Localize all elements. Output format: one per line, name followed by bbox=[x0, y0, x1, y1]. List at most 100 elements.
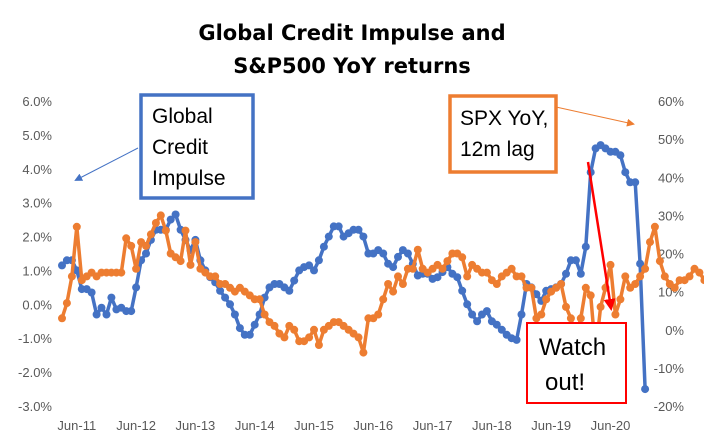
callout-gci-line-1: Global bbox=[152, 105, 213, 128]
data-point bbox=[482, 268, 491, 277]
data-point bbox=[631, 178, 640, 187]
data-point bbox=[151, 219, 160, 227]
data-point bbox=[127, 307, 136, 316]
data-point bbox=[438, 264, 447, 273]
x-tick-label: Jun-17 bbox=[413, 418, 453, 433]
data-point bbox=[290, 325, 299, 334]
data-point bbox=[181, 226, 190, 235]
data-point bbox=[374, 310, 383, 319]
data-point bbox=[443, 257, 452, 266]
data-point bbox=[117, 268, 126, 277]
series-spx-yoy bbox=[58, 211, 704, 357]
y-right-tick-label: 60% bbox=[658, 94, 684, 109]
data-point bbox=[161, 226, 170, 235]
data-point bbox=[314, 341, 323, 349]
data-point bbox=[102, 310, 111, 319]
data-point bbox=[142, 249, 150, 258]
data-point bbox=[537, 310, 546, 319]
x-tick-label: Jun-20 bbox=[591, 418, 631, 433]
data-point bbox=[359, 232, 368, 241]
data-point bbox=[156, 211, 165, 220]
data-point bbox=[384, 280, 393, 288]
data-point bbox=[468, 310, 477, 319]
x-tick-label: Jun-12 bbox=[116, 418, 156, 433]
x-tick-label: Jun-19 bbox=[531, 418, 571, 433]
data-point bbox=[359, 348, 368, 357]
data-point bbox=[166, 215, 175, 224]
data-point bbox=[379, 249, 388, 258]
data-point bbox=[146, 230, 155, 239]
data-point bbox=[250, 320, 259, 329]
data-point bbox=[655, 257, 664, 266]
data-point bbox=[310, 325, 318, 334]
data-point bbox=[517, 310, 526, 319]
callout-spx-line-1: SPX YoY, bbox=[460, 107, 548, 130]
data-point bbox=[245, 330, 254, 339]
data-point bbox=[507, 264, 516, 273]
x-tick-label: Jun-15 bbox=[294, 418, 334, 433]
data-point bbox=[473, 317, 482, 326]
data-point bbox=[132, 283, 141, 292]
data-point bbox=[670, 283, 679, 292]
data-point bbox=[354, 225, 363, 234]
x-axis: Jun-11 Jun-12 Jun-13 Jun-14 Jun-15 Jun-16 Jun-… bbox=[57, 418, 630, 433]
data-point bbox=[596, 302, 605, 311]
data-point bbox=[621, 168, 630, 177]
data-point bbox=[700, 276, 704, 285]
data-point bbox=[576, 314, 585, 323]
y-left-tick-label: 3.0% bbox=[22, 196, 52, 211]
callout-watch-out: Watch out! bbox=[526, 322, 627, 404]
data-point bbox=[660, 272, 669, 281]
arrow-to-right-axis bbox=[555, 106, 635, 127]
data-point bbox=[216, 286, 225, 295]
data-point bbox=[433, 273, 442, 282]
data-point bbox=[695, 268, 704, 277]
data-point bbox=[319, 242, 328, 251]
data-point bbox=[562, 302, 570, 311]
data-point bbox=[354, 333, 363, 342]
data-point bbox=[636, 259, 645, 268]
y-left-tick-label: 0.0% bbox=[22, 297, 52, 312]
data-point bbox=[463, 300, 472, 309]
data-point bbox=[641, 264, 650, 273]
data-point bbox=[226, 300, 234, 309]
data-point bbox=[314, 256, 323, 265]
data-point bbox=[191, 238, 200, 247]
data-point bbox=[260, 310, 269, 319]
data-point bbox=[186, 260, 195, 269]
data-point bbox=[408, 264, 417, 273]
data-point bbox=[542, 295, 551, 304]
data-point bbox=[636, 272, 645, 281]
data-point bbox=[571, 256, 580, 265]
y-left-tick-label: -1.0% bbox=[18, 331, 52, 346]
series-global-credit-impulse bbox=[58, 141, 650, 394]
data-point bbox=[389, 287, 398, 296]
x-tick-label: Jun-11 bbox=[57, 418, 96, 433]
callout-watch-line-2: out! bbox=[545, 369, 585, 396]
data-point bbox=[557, 280, 566, 288]
callout-spx-line-2: 12m lag bbox=[460, 138, 535, 161]
data-point bbox=[58, 314, 66, 323]
data-point bbox=[389, 263, 398, 272]
data-point bbox=[527, 283, 536, 292]
x-tick-label: Jun-16 bbox=[353, 418, 393, 433]
data-point bbox=[482, 307, 491, 316]
data-point bbox=[631, 280, 640, 288]
chart-title-line-2: S&P500 YoY returns bbox=[233, 54, 471, 78]
data-point bbox=[576, 269, 585, 278]
data-point bbox=[211, 272, 220, 281]
data-point bbox=[171, 210, 180, 219]
data-point bbox=[562, 269, 570, 278]
y-right-tick-label: -20% bbox=[654, 399, 685, 414]
data-point bbox=[107, 293, 116, 302]
data-point bbox=[235, 324, 244, 333]
data-point bbox=[394, 272, 402, 281]
y-right-tick-label: -10% bbox=[654, 361, 685, 376]
plot-area bbox=[58, 141, 704, 394]
data-point bbox=[616, 151, 625, 160]
data-point bbox=[606, 260, 615, 269]
x-tick-label: Jun-18 bbox=[472, 418, 512, 433]
data-point bbox=[394, 252, 402, 261]
data-point bbox=[324, 232, 333, 241]
